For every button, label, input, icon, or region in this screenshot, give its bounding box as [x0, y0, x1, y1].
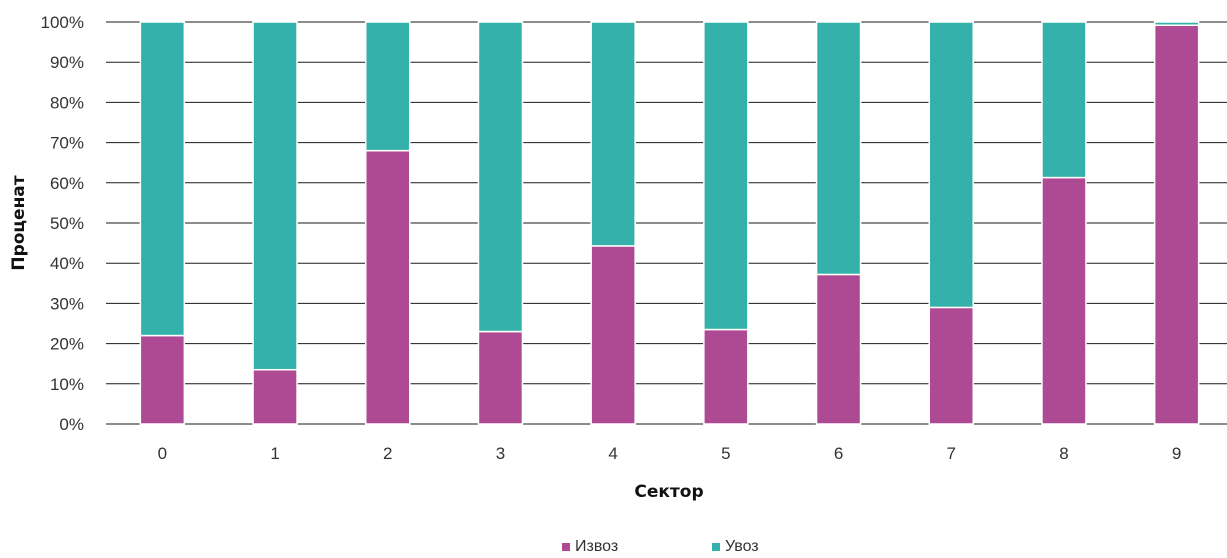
- bar-segment-import: [590, 21, 636, 247]
- legend-swatch: [562, 543, 570, 551]
- x-tick-label: 5: [721, 444, 730, 463]
- bar-segment-import: [365, 21, 411, 152]
- bars: [139, 21, 1200, 425]
- bar-segment-import: [139, 21, 186, 337]
- legend-label: Извоз: [575, 538, 619, 555]
- legend-item-import: Увоз: [712, 538, 759, 556]
- bar-segment-import: [1041, 21, 1087, 179]
- legend: Извоз Увоз: [0, 538, 1227, 558]
- bar-segment-export: [815, 273, 862, 425]
- bar-segment-import: [477, 21, 524, 333]
- y-tick-label: 40%: [50, 254, 84, 273]
- bar-segment-export: [703, 328, 749, 425]
- bar-segment-export: [928, 306, 974, 425]
- bar-segment-export: [252, 368, 298, 425]
- x-tick-label: 9: [1172, 444, 1181, 463]
- x-tick-label: 0: [158, 444, 167, 463]
- y-tick-label: 30%: [50, 294, 84, 313]
- x-tick-label: 7: [947, 444, 956, 463]
- y-tick-label: 10%: [50, 375, 84, 394]
- x-tick-label: 1: [270, 444, 279, 463]
- y-tick-label: 50%: [50, 214, 84, 233]
- x-tick-label: 8: [1059, 444, 1068, 463]
- bar-segment-export: [1153, 24, 1200, 425]
- legend-item-export: Извоз: [562, 538, 618, 556]
- bar-segment-export: [365, 149, 411, 425]
- bar-segment-import: [1153, 21, 1200, 26]
- x-tick-label: 2: [383, 444, 392, 463]
- y-tick-label: 70%: [50, 134, 84, 153]
- bar-segment-import: [815, 21, 862, 276]
- bar-segment-export: [139, 334, 186, 425]
- y-tick-labels: 0% 10% 20% 30% 40% 50% 60% 70% 80% 90% 100%: [41, 13, 84, 434]
- x-tick-label: 6: [834, 444, 843, 463]
- bar-segment-export: [590, 245, 636, 425]
- y-tick-label: 80%: [50, 93, 84, 112]
- y-tick-label: 20%: [50, 335, 84, 354]
- x-tick-labels: 0 1 2 3 4 5 6 7 8 9: [158, 444, 1182, 463]
- bar-segment-export: [1041, 176, 1087, 425]
- y-tick-label: 60%: [50, 174, 84, 193]
- y-axis-title: Проценат: [9, 175, 29, 270]
- x-tick-label: 3: [496, 444, 505, 463]
- x-tick-label: 4: [608, 444, 617, 463]
- bar-segment-export: [477, 330, 524, 425]
- legend-swatch: [712, 543, 720, 551]
- bar-segment-import: [703, 21, 749, 331]
- y-tick-label: 0%: [59, 415, 84, 434]
- bar-segment-import: [252, 21, 298, 371]
- y-tick-label: 100%: [41, 13, 84, 32]
- stacked-bar-chart: 0% 10% 20% 30% 40% 50% 60% 70% 80% 90% 100% 0 1 2 3 4 5…: [9, 13, 1227, 502]
- bar-segment-import: [928, 21, 974, 309]
- x-axis-title: Сектор: [634, 482, 703, 502]
- y-tick-label: 90%: [50, 53, 84, 72]
- legend-label: Увоз: [725, 538, 759, 555]
